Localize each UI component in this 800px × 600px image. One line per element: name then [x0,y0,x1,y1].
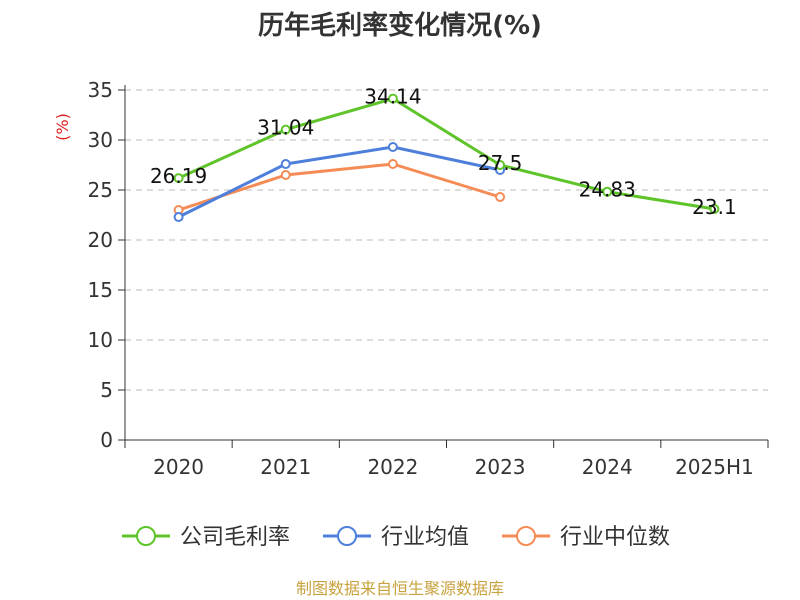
data-label: 34.14 [364,85,421,109]
legend-marker [136,526,156,546]
legend-marker [516,526,536,546]
x-tick-labels: 2020 2021 2022 2023 2024 2025H1 [153,455,754,479]
y-tick-label: 10 [88,328,113,352]
data-point[interactable] [387,159,398,169]
y-tick-label: 20 [88,228,113,252]
data-point[interactable] [280,159,291,169]
y-tick-label: 15 [88,278,113,302]
legend-item[interactable]: 行业均值 [323,525,469,550]
data-label: 24.83 [579,178,636,202]
series-line [178,162,501,212]
data-point[interactable] [387,93,398,104]
series-2 [173,159,506,215]
y-tick-label: 25 [88,178,113,202]
data-label: 31.04 [257,116,314,140]
axes [118,85,769,448]
series-line [177,145,501,219]
data-point[interactable] [280,124,291,135]
data-point[interactable] [387,142,398,152]
data-point[interactable] [495,160,506,170]
y-tick-label: 5 [100,378,113,402]
legend[interactable]: 公司毛利率 行业均值 行业中位数 [122,525,670,550]
grid-lines [125,89,768,391]
y-tick-label: 35 [88,78,113,102]
legend-label: 行业均值 [381,525,469,550]
data-point[interactable] [173,173,184,184]
data-point[interactable] [280,170,291,180]
data-label: 27.5 [478,151,523,175]
legend-label: 行业中位数 [560,525,670,550]
x-tick-label: 2023 [475,455,526,479]
chart-title: 历年毛利率变化情况(%) [258,10,542,41]
legend-item[interactable]: 行业中位数 [502,525,670,550]
x-tick-label: 2022 [367,455,418,479]
x-tick-label: 2021 [260,455,311,479]
series-1 [173,142,506,222]
data-point[interactable] [173,212,184,222]
series-layer: 26.19 31.04 34.14 27.5 24.83 23.1 [150,85,737,222]
data-point[interactable] [495,192,506,202]
legend-marker [337,526,357,546]
data-point[interactable] [602,186,613,197]
y-axis-label: (%) [53,113,72,141]
data-labels: 26.19 31.04 34.14 27.5 24.83 23.1 [150,85,737,219]
series-line [177,97,715,211]
series-0 [173,93,720,214]
y-tick-label: 30 [88,128,113,152]
y-tick-labels: 0 5 10 15 20 25 30 35 [88,78,113,452]
data-label: 26.19 [150,164,207,188]
y-tick-label: 0 [100,428,113,452]
data-label: 23.1 [692,195,737,219]
source-note: 制图数据来自恒生聚源数据库 [296,579,504,598]
x-tick-label: 2025H1 [675,455,754,479]
x-tick-label: 2024 [582,455,633,479]
data-point[interactable] [709,204,720,214]
legend-label: 公司毛利率 [180,525,290,550]
x-tick-label: 2020 [153,455,204,479]
legend-item[interactable]: 公司毛利率 [122,525,290,550]
